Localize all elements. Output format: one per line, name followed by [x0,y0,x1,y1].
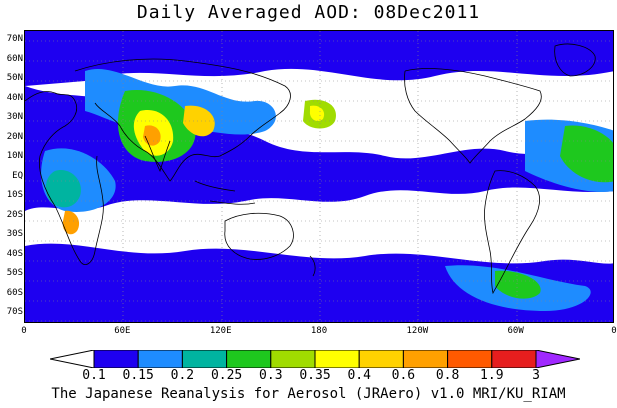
lat-label: 70N [6,34,23,44]
lon-label: 0 [611,326,617,336]
lon-label: 120E [209,326,232,336]
colorbar-tick-label: 0.3 [259,368,283,383]
colorbar-tick-label: 0.35 [299,368,331,383]
colorbar-max-triangle [535,350,580,368]
lat-label: 50S [6,268,23,278]
colorbar-cell [93,350,139,368]
colorbar-cell [491,350,537,368]
colorbar-cell [358,350,404,368]
colorbar-cell [314,350,360,368]
lon-label: 180 [310,326,328,336]
colorbar [50,350,580,368]
colorbar-cells [50,350,580,368]
colorbar-cell [137,350,183,368]
lat-label: 60N [6,53,23,64]
aod-field [25,31,613,322]
credit-line: The Japanese Reanalysis for Aerosol (JRA… [51,386,566,402]
lon-label: 0 [21,326,27,336]
colorbar-min-triangle [50,350,95,368]
lon-label: 60E [114,326,131,336]
lat-label: 40N [6,92,23,103]
colorbar-cell [181,350,228,368]
lat-label: EQ [12,170,23,181]
colorbar-cell [226,350,272,368]
lat-label: 20S [6,209,23,220]
colorbar-tick-label: 0.4 [347,368,371,383]
colorbar-tick-label: 0.15 [122,368,154,383]
lon-label: 60W [507,326,524,336]
colorbar-tick-label: 0.6 [391,368,416,383]
map-title: Daily Averaged AOD: 08Dec2011 [136,2,481,23]
colorbar-tick-label: 1.9 [480,368,504,383]
graticule [25,31,613,322]
colorbar-tick-label: 0.8 [435,368,460,383]
aod-map [24,30,614,323]
lat-label: 70S [6,307,23,317]
lat-label: 60S [6,287,23,298]
lon-label: 120W [406,326,429,336]
lat-label: 40S [6,248,23,259]
lat-label: 10S [6,190,23,200]
aod-map-canvas [25,31,613,322]
colorbar-tick-label: 0.25 [210,368,243,383]
colorbar-cell [402,350,449,368]
lat-label: 30N [6,112,23,122]
colorbar-tick-label: 0.1 [82,368,106,383]
lat-label: 20N [6,131,23,142]
lat-label: 30S [6,229,23,239]
lat-label: 10N [6,151,23,161]
coastlines [25,43,596,295]
colorbar-tick-label: 3 [532,368,540,383]
lat-label: 50N [6,73,23,83]
colorbar-cell [270,350,316,368]
colorbar-cell [447,350,493,368]
colorbar-tick-label: 0.2 [170,368,195,383]
